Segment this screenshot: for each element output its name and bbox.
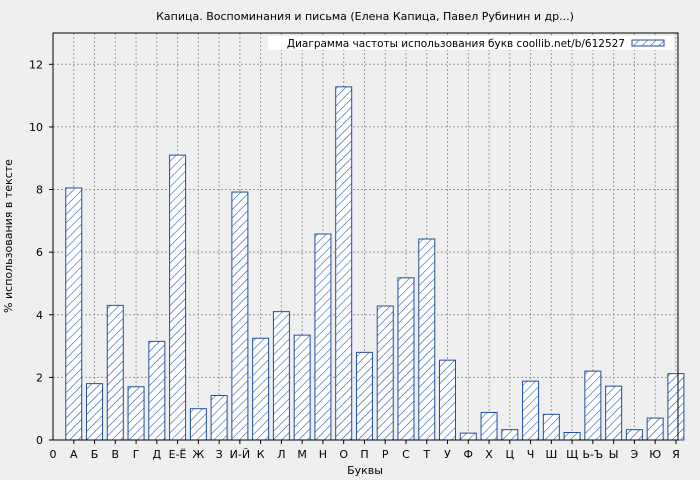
x-tick-label: В [112, 448, 120, 461]
x-tick-label: Ч [527, 448, 535, 461]
bar [65, 187, 83, 441]
x-tick-label: Р [382, 448, 389, 461]
bar [563, 431, 581, 441]
x-axis: 0 А Б В Г Д Е-Ё Ж З И-Й К Л М Н О П Р С Т У Ф Х Ц Ч Ш Щ Ь-Ъ Ы Э Ю Я [50, 440, 680, 461]
bar [86, 383, 104, 441]
legend: Диаграмма частоты использования букв coo… [268, 36, 674, 50]
x-tick-label: О [339, 448, 348, 461]
x-tick-label: Э [631, 448, 639, 461]
bar [210, 395, 228, 441]
bar [397, 277, 415, 441]
bar [127, 386, 145, 441]
bar [605, 385, 623, 441]
bar [667, 373, 685, 441]
x-tick-label: М [297, 448, 307, 461]
bar [148, 340, 166, 441]
x-tick-label: П [360, 448, 368, 461]
x-tick-label: Е-Ё [169, 448, 187, 461]
x-tick-label: Ю [649, 448, 661, 461]
plot-frame [52, 32, 679, 441]
bar [522, 380, 540, 441]
bar [459, 432, 477, 441]
legend-label: Диаграмма частоты использования букв coo… [287, 38, 625, 50]
x-tick-label: У [444, 448, 451, 461]
x-tick-label: З [216, 448, 223, 461]
x-tick-label: Щ [566, 448, 578, 461]
bar [314, 233, 332, 441]
x-tick-label: И-Й [230, 448, 250, 461]
y-tick-label: 12 [29, 58, 43, 71]
x-origin-label: 0 [50, 448, 57, 461]
bar [376, 305, 394, 441]
x-tick-label: Т [422, 448, 430, 461]
x-tick-label: Б [91, 448, 99, 461]
bar [335, 86, 353, 441]
x-tick-label: Ц [506, 448, 515, 461]
x-tick-label: Ф [464, 448, 473, 461]
bar [355, 351, 373, 441]
y-tick-label: 2 [36, 371, 43, 384]
y-tick-label: 4 [36, 309, 43, 322]
bar [439, 359, 457, 441]
bar [646, 417, 664, 441]
x-tick-label: Л [277, 448, 285, 461]
bar [480, 411, 498, 441]
bar [189, 408, 207, 441]
x-tick-label: Ж [192, 448, 204, 461]
y-tick-label: 8 [36, 184, 43, 197]
bar [418, 238, 436, 441]
x-tick-label: Н [319, 448, 327, 461]
bar [293, 334, 311, 441]
bar [106, 304, 124, 441]
x-tick-label: К [257, 448, 265, 461]
x-tick-label: Ш [545, 448, 557, 461]
bar [625, 429, 643, 441]
x-tick-label: С [402, 448, 410, 461]
bar [231, 191, 249, 441]
chart-title: Капица. Воспоминания и письма (Елена Кап… [156, 10, 574, 23]
y-tick-label: 0 [36, 434, 43, 447]
x-tick-label: А [70, 448, 78, 461]
legend-background [268, 36, 674, 50]
x-tick-label: Ь-Ъ [583, 448, 604, 461]
x-tick-label: Я [672, 448, 680, 461]
bar [584, 370, 602, 441]
x-tick-label: Г [133, 448, 140, 461]
y-axis-label: % использования в тексте [2, 159, 15, 313]
x-tick-label: Д [153, 448, 162, 461]
bar [501, 429, 519, 441]
bar [542, 413, 560, 441]
y-tick-label: 10 [29, 121, 43, 134]
bar [169, 154, 187, 441]
y-axis: 0 2 4 6 8 10 12 [29, 58, 53, 447]
bars [65, 86, 685, 441]
bar [272, 311, 290, 441]
x-tick-label: Х [485, 448, 493, 461]
bar [252, 337, 270, 441]
x-tick-label: Ы [609, 448, 619, 461]
y-tick-label: 6 [36, 246, 43, 259]
x-axis-label: Буквы [347, 464, 383, 477]
legend-swatch [631, 39, 665, 47]
